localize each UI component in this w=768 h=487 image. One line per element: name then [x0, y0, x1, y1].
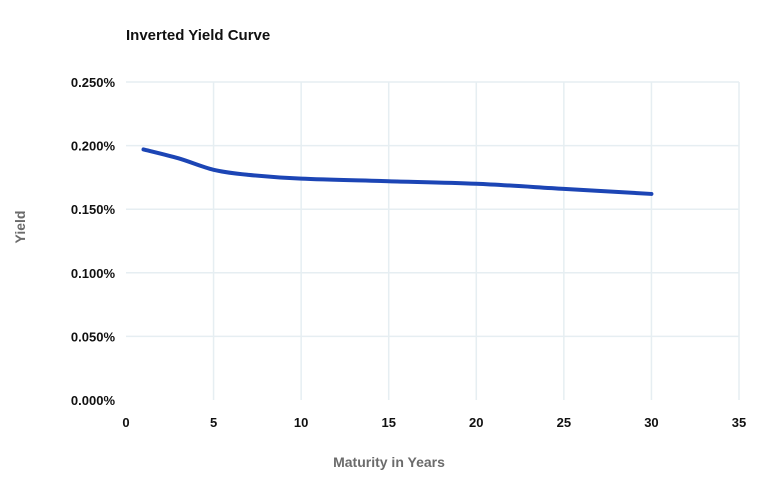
- x-tick-label: 15: [381, 415, 395, 430]
- chart-title: Inverted Yield Curve: [126, 27, 270, 44]
- x-axis-tick-labels: 0 5 10 15 20 25 30 35: [122, 415, 746, 430]
- y-tick-label: 0.250%: [71, 75, 116, 90]
- series-line-yield: [141, 147, 654, 196]
- horizontal-gridlines: [126, 81, 739, 338]
- y-tick-label: 0.050%: [71, 329, 116, 344]
- vertical-gridlines: [212, 82, 740, 400]
- y-tick-label: 0.200%: [71, 139, 116, 154]
- x-tick-label: 10: [294, 415, 308, 430]
- y-tick-label: 0.100%: [71, 266, 116, 281]
- y-tick-label: 0.150%: [71, 202, 116, 217]
- x-axis-label: Maturity in Years: [333, 454, 445, 470]
- y-tick-label: 0.000%: [71, 393, 116, 408]
- x-tick-label: 20: [469, 415, 483, 430]
- x-tick-label: 0: [122, 415, 129, 430]
- series-layer: [141, 147, 654, 196]
- x-tick-label: 30: [644, 415, 658, 430]
- x-tick-label: 35: [732, 415, 746, 430]
- x-tick-label: 5: [210, 415, 217, 430]
- y-axis-label: Yield: [12, 211, 28, 244]
- y-axis-tick-labels: 0.000% 0.050% 0.100% 0.150% 0.200% 0.250%: [71, 75, 116, 408]
- x-tick-label: 25: [557, 415, 571, 430]
